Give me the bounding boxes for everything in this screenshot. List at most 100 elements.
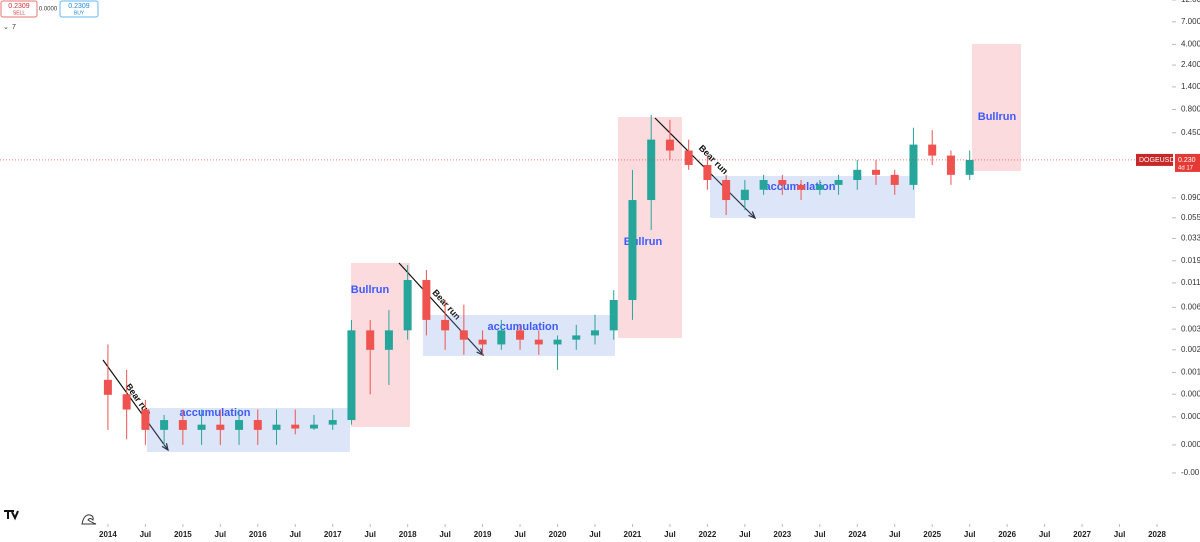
y-tick-label: 4.000 — [1181, 40, 1200, 49]
x-tick-label: Jul — [364, 530, 376, 539]
candle-body — [459, 330, 468, 340]
candle-body — [797, 184, 806, 190]
dino-icon — [81, 514, 97, 525]
x-tick-label: Jul — [1114, 530, 1126, 539]
x-tick-label: 2027 — [1073, 530, 1091, 539]
spread: 0.0000 — [39, 7, 58, 13]
x-tick-label: Jul — [664, 530, 676, 539]
x-tick-label: 2028 — [1148, 530, 1166, 539]
arrow-head — [161, 443, 169, 452]
x-tick-label: Jul — [814, 530, 826, 539]
candle-body — [740, 189, 749, 201]
x-tick-label: 2015 — [174, 530, 192, 539]
candle-body — [497, 330, 506, 345]
tv-logo — [4, 510, 19, 521]
countdown-label: 4d 17 — [1178, 165, 1194, 171]
candle-body — [965, 159, 974, 175]
y-tick-label: 0.001 — [1181, 368, 1200, 377]
price-tag — [1175, 153, 1200, 172]
arrow-head — [748, 211, 757, 220]
candle-body — [103, 379, 112, 395]
candle-body — [665, 139, 674, 151]
candle-body — [928, 144, 937, 156]
candle-body — [590, 330, 599, 336]
x-tick-label: Jul — [215, 530, 227, 539]
candle-body — [347, 330, 356, 421]
y-tick-label: 0.055 — [1181, 213, 1200, 222]
y-tick-label: 0.450 — [1181, 128, 1200, 137]
x-tick-label: Jul — [1039, 530, 1051, 539]
arrow-head — [476, 348, 485, 357]
symbol-label: DOGEUSD — [1139, 157, 1174, 164]
y-tick-label: 1.400 — [1181, 82, 1200, 91]
y-tick-label: 0.000 — [1181, 412, 1200, 421]
candle-body — [441, 319, 450, 331]
zone-label: accumulation — [488, 321, 559, 333]
x-tick-label: 2016 — [249, 530, 267, 539]
y-tick-label: 0.090 — [1181, 193, 1200, 202]
y-tick-label: 0.019 — [1181, 256, 1200, 265]
candle-body — [178, 420, 187, 430]
x-tick-label: 2023 — [773, 530, 791, 539]
candle-body — [703, 164, 712, 180]
candle-body — [572, 335, 581, 340]
y-tick-label: 0.033 — [1181, 234, 1200, 243]
x-tick-label: 2024 — [848, 530, 866, 539]
candle-body — [647, 139, 656, 201]
candle-body — [309, 424, 318, 429]
y-tick-label: 0.800 — [1181, 105, 1200, 114]
candle-body — [628, 200, 637, 301]
sell-price: 0.2309 — [8, 3, 30, 10]
x-tick-label: 2017 — [324, 530, 342, 539]
zone — [351, 263, 410, 427]
zone — [972, 44, 1021, 171]
candle-body — [141, 409, 150, 430]
zone — [147, 408, 350, 452]
trend-arrow — [398, 262, 484, 356]
trade-panel[interactable]: 0.2309 SELL 0.0000 0.2309 BUY ⌄ 7 — [0, 0, 99, 31]
candle-body — [197, 424, 206, 430]
candle-body — [272, 424, 281, 430]
candle-body — [384, 330, 393, 350]
y-tick-label: 7.000 — [1181, 17, 1200, 26]
candle-body — [122, 394, 131, 410]
x-tick-label: Jul — [964, 530, 976, 539]
y-tick-label: -0.00 — [1181, 468, 1200, 477]
candle-body — [778, 179, 787, 185]
candle-body — [853, 169, 862, 180]
candle-body — [160, 420, 169, 430]
x-tick-label: Jul — [589, 530, 601, 539]
candle-body — [478, 339, 487, 345]
zone-label: Bullrun — [351, 284, 390, 296]
candle-body — [534, 339, 543, 345]
candle-body — [722, 179, 731, 201]
candle-body — [684, 150, 693, 165]
symbol-tag — [1136, 153, 1173, 166]
zone-label: accumulation — [180, 407, 251, 419]
candle-body — [291, 424, 300, 429]
buy-button[interactable] — [59, 0, 99, 18]
y-tick-label: 0.006 — [1181, 302, 1200, 311]
candle-body — [216, 424, 225, 430]
collapse-toggle[interactable]: ⌄ — [3, 24, 9, 31]
x-tick-label: 2019 — [474, 530, 492, 539]
sell-button[interactable] — [0, 0, 38, 18]
x-tick-label: Jul — [140, 530, 152, 539]
candle-body — [834, 179, 843, 185]
candle-body — [909, 144, 918, 185]
x-tick-label: 2025 — [923, 530, 941, 539]
y-tick-label: 0.011 — [1181, 278, 1200, 287]
x-tick-label: 2020 — [549, 530, 567, 539]
arrow-label: Bear run — [697, 143, 730, 176]
x-tick-label: Jul — [439, 530, 451, 539]
candle-body — [253, 420, 262, 430]
indicator-count: 7 — [12, 24, 16, 31]
candle-body — [422, 280, 431, 320]
x-tick-label: 2014 — [99, 530, 117, 539]
y-tick-label: 0.000 — [1181, 389, 1200, 398]
y-tick-label: 0.002 — [1181, 345, 1200, 354]
candle-body — [890, 174, 899, 185]
